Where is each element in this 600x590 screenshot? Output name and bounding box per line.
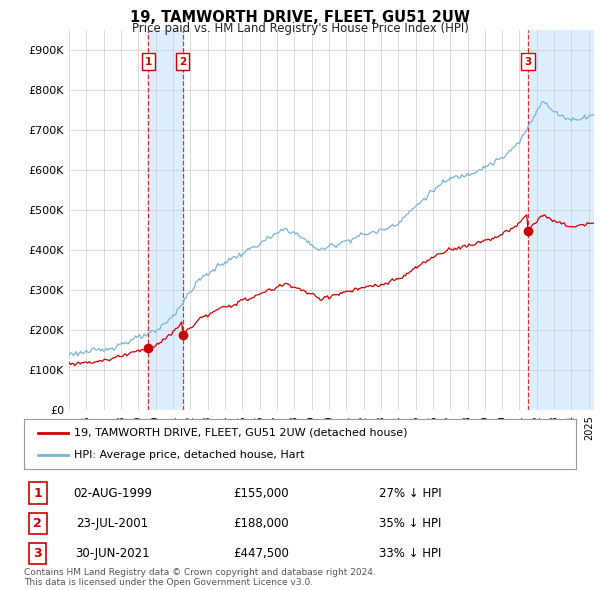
- Text: 27% ↓ HPI: 27% ↓ HPI: [379, 487, 442, 500]
- Text: £188,000: £188,000: [233, 517, 289, 530]
- Text: 23-JUL-2001: 23-JUL-2001: [76, 517, 148, 530]
- Text: Contains HM Land Registry data © Crown copyright and database right 2024.
This d: Contains HM Land Registry data © Crown c…: [24, 568, 376, 587]
- Text: 30-JUN-2021: 30-JUN-2021: [75, 547, 149, 560]
- Text: 2: 2: [34, 517, 42, 530]
- Bar: [148, 30, 182, 410]
- Text: 19, TAMWORTH DRIVE, FLEET, GU51 2UW: 19, TAMWORTH DRIVE, FLEET, GU51 2UW: [130, 10, 470, 25]
- Text: 1: 1: [34, 487, 42, 500]
- Text: 1: 1: [145, 57, 152, 67]
- Text: £447,500: £447,500: [233, 547, 289, 560]
- Text: 35% ↓ HPI: 35% ↓ HPI: [379, 517, 442, 530]
- Text: £155,000: £155,000: [233, 487, 289, 500]
- Text: 3: 3: [524, 57, 532, 67]
- Text: HPI: Average price, detached house, Hart: HPI: Average price, detached house, Hart: [74, 450, 304, 460]
- Bar: [528, 30, 594, 410]
- Text: 33% ↓ HPI: 33% ↓ HPI: [379, 547, 442, 560]
- Text: 3: 3: [34, 547, 42, 560]
- Text: 2: 2: [179, 57, 186, 67]
- Text: 02-AUG-1999: 02-AUG-1999: [73, 487, 152, 500]
- Text: Price paid vs. HM Land Registry's House Price Index (HPI): Price paid vs. HM Land Registry's House …: [131, 22, 469, 35]
- Text: 19, TAMWORTH DRIVE, FLEET, GU51 2UW (detached house): 19, TAMWORTH DRIVE, FLEET, GU51 2UW (det…: [74, 428, 407, 438]
